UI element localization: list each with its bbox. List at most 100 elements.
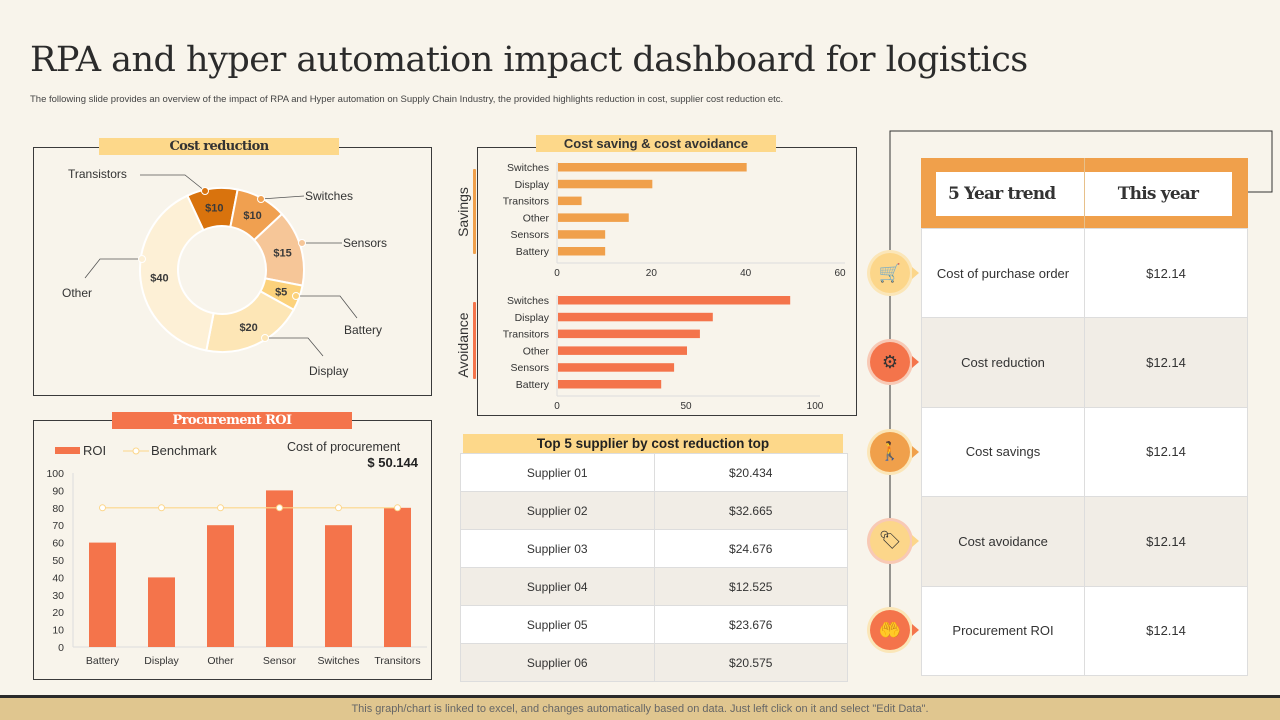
panel-accent-bar xyxy=(473,302,476,379)
cost-of-procurement-label: Cost of procurement xyxy=(287,440,401,454)
trend-row: Cost of purchase order $12.14 xyxy=(921,227,1248,319)
panel-label-savings: Savings xyxy=(455,187,471,237)
x-tick-label: 20 xyxy=(646,268,658,279)
slice-category-label: Switches xyxy=(305,189,353,203)
slice-category-label: Other xyxy=(62,286,92,300)
benchmark-point xyxy=(394,504,401,512)
leader-dot xyxy=(257,195,265,203)
leader-dot xyxy=(201,187,209,195)
donut-slice-other xyxy=(139,194,215,352)
y-tick-label: 20 xyxy=(52,607,64,619)
x-tick-label: 60 xyxy=(834,268,846,279)
bar-avoidance-sensors xyxy=(558,363,675,372)
footer-note: This graph/chart is linked to excel, and… xyxy=(0,695,1280,720)
leader-dot xyxy=(292,292,300,300)
procurement-roi-title: Procurement ROI xyxy=(112,412,352,429)
trend-header: 5 Year trend This year xyxy=(921,158,1248,228)
slice-category-label: Sensors xyxy=(343,236,387,250)
category-label: Battery xyxy=(516,379,550,391)
y-tick-label: 50 xyxy=(52,555,64,567)
bar-savings-battery xyxy=(558,247,606,256)
cost-reduction-icon: ⚙ xyxy=(870,342,910,383)
panel-accent-bar xyxy=(473,169,476,254)
pointer-arrow-icon xyxy=(912,624,919,637)
supplier-row: Supplier 01 $20.434 xyxy=(460,453,848,492)
trend-row: Cost avoidance $12.14 xyxy=(921,496,1248,587)
trend-row: Procurement ROI $12.14 xyxy=(921,585,1248,676)
slice-category-label: Display xyxy=(309,364,348,378)
category-label: Other xyxy=(523,345,550,357)
person-money-icon: 🚶 xyxy=(870,431,910,472)
leader-dot xyxy=(298,239,306,247)
supplier-name: Supplier 04 xyxy=(460,567,655,606)
cart-icon: 🛒 xyxy=(870,253,910,293)
bar-avoidance-display xyxy=(558,312,713,322)
header-this-year: This year xyxy=(1084,172,1232,216)
slice-value-label: $15 xyxy=(273,248,291,260)
leader-dot xyxy=(261,334,269,342)
legend-roi-label: ROI xyxy=(83,443,106,458)
category-label: Display xyxy=(515,179,550,191)
slice-value-label: $10 xyxy=(243,210,261,222)
bar-savings-switches xyxy=(558,163,747,172)
x-tick-label: 50 xyxy=(680,401,692,412)
benchmark-point xyxy=(99,504,106,512)
legend-benchmark-dot xyxy=(132,447,140,455)
procurement-roi-chart: 0 10 20 30 40 50 60 70 80 90 100 Battery Display Othe… xyxy=(46,440,427,667)
supplier-name: Supplier 05 xyxy=(460,605,655,644)
category-label: Switches xyxy=(507,295,549,307)
bar-savings-transitors xyxy=(558,196,582,206)
legend-roi-swatch xyxy=(55,447,80,454)
supplier-table: Supplier 01 $20.434 Supplier 02 $32.665 Supp… xyxy=(460,453,848,682)
supplier-value: $24.676 xyxy=(653,529,848,568)
y-tick-label: 0 xyxy=(58,642,64,654)
cost-reduction-donut-chart: $10 Transistors $10 Switches $15 Sensors $5 Bat… xyxy=(62,167,387,378)
roi-bar-display xyxy=(148,577,175,647)
y-tick-label: 80 xyxy=(52,503,64,515)
supplier-name: Supplier 06 xyxy=(460,643,655,682)
x-tick-label: Display xyxy=(144,655,179,667)
supplier-row: Supplier 05 $23.676 xyxy=(460,605,848,644)
cost-of-procurement-value: $ 50.144 xyxy=(367,455,418,470)
x-tick-label: Sensor xyxy=(263,655,297,667)
roi-bar-other xyxy=(207,525,234,647)
pointer-arrow-icon xyxy=(912,534,919,547)
roi-bar-battery xyxy=(89,542,116,647)
trend-value: $12.14 xyxy=(1084,227,1248,319)
header-5-year-trend: 5 Year trend xyxy=(936,172,1084,216)
leader-line xyxy=(260,195,305,200)
x-tick-label: Switches xyxy=(317,655,359,667)
bar-avoidance-other xyxy=(558,346,687,355)
supplier-row: Supplier 02 $32.665 xyxy=(460,491,848,530)
benchmark-point xyxy=(276,504,283,512)
x-tick-label: Other xyxy=(207,655,234,667)
category-label: Battery xyxy=(516,246,550,258)
leader-dot xyxy=(138,255,146,263)
slice-value-label: $40 xyxy=(150,273,168,285)
supplier-value: $23.676 xyxy=(653,605,848,644)
leader-line xyxy=(296,295,358,319)
category-label: Other xyxy=(523,212,550,224)
y-tick-label: 90 xyxy=(52,485,64,497)
supplier-name: Supplier 02 xyxy=(460,491,655,530)
y-tick-label: 10 xyxy=(52,625,64,637)
x-tick-label: Transitors xyxy=(374,655,420,667)
cost-saving-title: Cost saving & cost avoidance xyxy=(536,135,776,152)
y-tick-label: 40 xyxy=(52,572,64,584)
trend-label: Cost reduction xyxy=(921,317,1085,408)
trend-row: Cost savings $12.14 xyxy=(921,406,1248,498)
supplier-value: $20.434 xyxy=(653,453,848,492)
benchmark-point xyxy=(335,504,342,512)
page-title: RPA and hyper automation impact dashboar… xyxy=(30,40,1028,80)
roi-bar-transitors xyxy=(384,507,411,647)
trend-row: Cost reduction $12.14 xyxy=(921,317,1248,408)
slice-value-label: $5 xyxy=(275,287,287,299)
roi-bar-switches xyxy=(325,525,352,647)
bar-savings-sensors xyxy=(558,230,606,239)
bar-savings-display xyxy=(558,179,653,189)
trend-label: Cost of purchase order xyxy=(921,227,1085,319)
x-tick-label: Battery xyxy=(86,655,120,667)
trend-label: Cost avoidance xyxy=(921,496,1085,587)
trend-table: Cost of purchase order $12.14 Cost reducti… xyxy=(921,227,1248,676)
category-label: Switches xyxy=(507,162,549,174)
